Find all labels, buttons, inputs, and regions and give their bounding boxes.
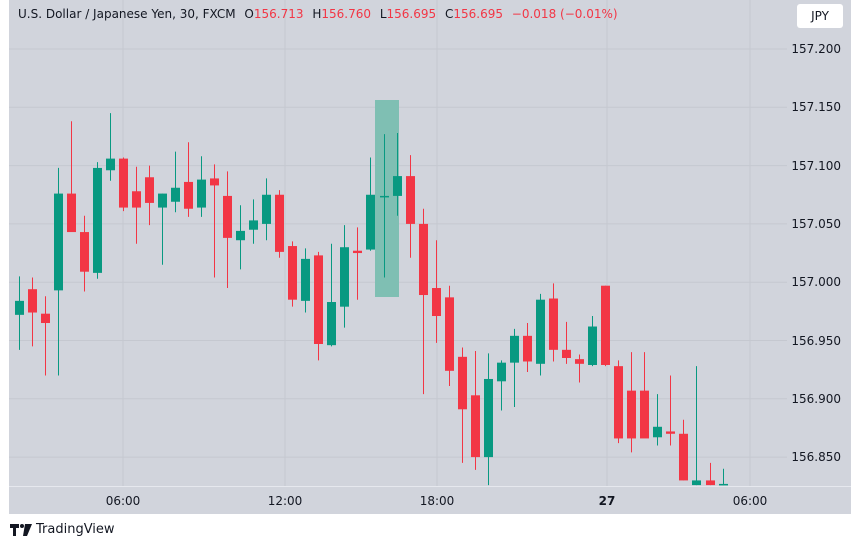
price-label: 156.850 <box>791 450 841 465</box>
candle <box>432 240 441 343</box>
price-label: 157.150 <box>791 100 841 115</box>
candle <box>458 347 467 463</box>
candle <box>210 164 219 278</box>
highlight-box <box>375 100 399 297</box>
price-axis[interactable]: 157.200 157.150 157.100 157.050 157.000 156.9… <box>787 0 851 486</box>
candle <box>406 155 415 258</box>
time-label: 06:00 <box>105 494 141 508</box>
time-label: 12:00 <box>267 494 303 508</box>
tradingview-name: TradingView <box>36 522 115 537</box>
time-label: 27 <box>598 494 616 508</box>
price-label: 156.950 <box>791 333 841 348</box>
candle <box>536 293 545 376</box>
candle <box>575 354 584 383</box>
candle <box>340 225 349 328</box>
candle <box>549 283 558 362</box>
candle <box>158 193 167 265</box>
candle <box>484 353 493 486</box>
candle <box>380 134 389 278</box>
time-label: 18:00 <box>419 494 455 508</box>
candle <box>15 276 24 350</box>
chart-frame <box>9 0 851 514</box>
high-value: 156.760 <box>321 7 371 21</box>
candle <box>80 215 89 292</box>
candle <box>653 394 662 446</box>
candle <box>314 251 323 361</box>
candle <box>249 199 258 244</box>
price-label: 156.900 <box>791 391 841 406</box>
currency-button[interactable]: JPY <box>797 4 843 28</box>
candle <box>393 132 402 216</box>
close-value: 156.695 <box>453 7 503 21</box>
candle <box>419 208 428 395</box>
open-label: O <box>244 7 254 21</box>
low-label: L <box>379 7 387 21</box>
candle <box>353 227 362 300</box>
candle <box>601 285 610 367</box>
tradingview-logo-icon <box>10 523 32 536</box>
candle <box>706 462 715 486</box>
candle <box>719 468 728 486</box>
low-value: 156.695 <box>386 7 437 21</box>
candle <box>275 190 284 258</box>
candle <box>497 360 506 411</box>
candle <box>679 419 688 481</box>
candle <box>614 360 623 444</box>
symbol-title[interactable]: U.S. Dollar / Japanese Yen, 30, FXCM <box>18 7 236 21</box>
candle <box>510 328 519 407</box>
candle <box>640 352 649 439</box>
candle <box>562 321 571 364</box>
price-label: 157.000 <box>791 275 841 290</box>
candle <box>445 285 454 386</box>
candle <box>627 352 636 453</box>
price-label: 157.200 <box>791 42 841 56</box>
candle <box>262 178 271 241</box>
candle <box>93 162 102 279</box>
candle <box>28 277 37 347</box>
candle <box>132 166 141 244</box>
candle <box>288 241 297 307</box>
candlestick-chart[interactable] <box>9 0 787 486</box>
time-axis[interactable]: 06:00 12:00 18:00 27 06:00 <box>9 486 851 515</box>
candle <box>666 375 675 446</box>
candle <box>41 296 50 376</box>
chart-plot-area[interactable] <box>9 0 787 486</box>
candle <box>366 157 375 251</box>
close-label: C <box>444 7 454 21</box>
candle <box>119 157 128 212</box>
candle <box>171 151 180 213</box>
open-value: 156.713 <box>253 7 304 21</box>
candle <box>327 243 336 347</box>
time-label: 06:00 <box>732 494 768 508</box>
tradingview-branding[interactable]: TradingView <box>10 522 115 537</box>
candle <box>236 205 245 270</box>
candle <box>301 248 310 313</box>
price-label: 157.050 <box>791 216 841 231</box>
candle <box>588 316 597 367</box>
candle <box>197 156 206 217</box>
candle <box>471 350 480 470</box>
change-value: −0.018 (−0.01%) <box>511 7 618 21</box>
candle <box>106 113 115 181</box>
high-label: H <box>312 7 322 21</box>
candle <box>692 366 701 486</box>
candle <box>145 165 154 226</box>
candle <box>223 171 232 289</box>
candle <box>54 167 63 376</box>
candle <box>67 121 76 233</box>
price-label: 157.100 <box>791 158 841 173</box>
candle <box>523 323 532 372</box>
candle <box>184 142 193 217</box>
symbol-legend: U.S. Dollar / Japanese Yen, 30, FXCM O15… <box>18 7 618 21</box>
